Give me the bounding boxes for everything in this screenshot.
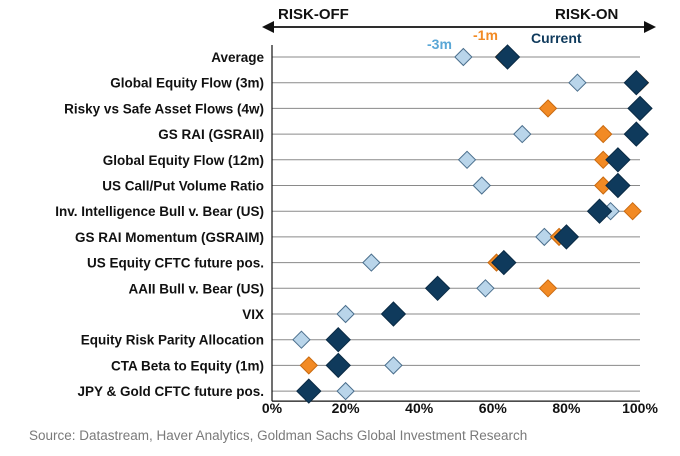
axes [262, 21, 656, 402]
x-tick-labels: 0% 20% 40% 60% 80% 100% [262, 400, 659, 416]
markers [292, 44, 653, 404]
category-label-cta-beta-to-equity-1m: CTA Beta to Equity (1m) [111, 358, 264, 373]
category-label-global-equity-flow-3m: Global Equity Flow (3m) [110, 76, 264, 91]
legend-label-current: Current [531, 30, 582, 46]
x-tick-20: 20% [332, 400, 361, 416]
marker-current-inv-intelligence-bull-v-bear-us [586, 198, 613, 224]
marker-1m-inv-intelligence-bull-v-bear-us [623, 201, 642, 221]
marker-3m-global-equity-flow-12m [457, 150, 477, 170]
marker-3m-vix [336, 304, 355, 324]
category-label-us-equity-cftc-future-pos: US Equity CFTC future pos. [87, 256, 264, 271]
marker-1m-risky-vs-safe-asset-flows-4w [538, 99, 558, 118]
marker-current-vix [380, 301, 407, 327]
marker-current-gs-rai-momentum-gsraim [553, 224, 580, 250]
marker-3m-jpy-gold-cftc-future-pos [336, 381, 355, 401]
marker-current-aaii-bull-v-bear-us [424, 275, 451, 302]
marker-1m-gs-rai-gsraii [593, 124, 613, 144]
legend: -3m -1m Current [427, 27, 582, 52]
marker-3m-equity-risk-parity-allocation [292, 330, 311, 349]
category-label-gs-rai-gsraii: GS RAI (GSRAII) [158, 127, 264, 142]
marker-3m-global-equity-flow-3m [568, 73, 587, 92]
x-tick-100: 100% [622, 400, 658, 416]
category-label-risky-vs-safe-asset-flows-4w: Risky vs Safe Asset Flows (4w) [64, 101, 264, 116]
marker-1m-cta-beta-to-equity-1m [299, 356, 319, 375]
risk-off-arrowhead [262, 21, 274, 33]
marker-current-us-equity-cftc-future-pos [491, 249, 517, 276]
legend-label-3m: -3m [427, 36, 452, 52]
marker-3m-us-equity-cftc-future-pos [362, 253, 381, 272]
x-tick-80: 80% [552, 400, 581, 416]
category-label-global-equity-flow-12m: Global Equity Flow (12m) [103, 153, 264, 168]
category-label-equity-risk-parity-allocation: Equity Risk Parity Allocation [81, 333, 264, 348]
marker-3m-gs-rai-momentum-gsraim [535, 227, 554, 247]
category-label-gs-rai-momentum-gsraim: GS RAI Momentum (GSRAIM) [75, 230, 264, 245]
marker-3m-average [454, 47, 473, 67]
marker-current-gs-rai-gsraii [623, 121, 650, 147]
category-label-inv-intelligence-bull-v-bear-us: Inv. Intelligence Bull v. Bear (US) [55, 204, 264, 219]
marker-current-average [494, 44, 521, 70]
marker-current-global-equity-flow-3m [623, 69, 650, 96]
category-label-us-call-put-volume-ratio: US Call/Put Volume Ratio [102, 179, 264, 194]
category-labels: Average Global Equity Flow (3m) Risky vs S… [55, 50, 264, 399]
marker-3m-cta-beta-to-equity-1m [384, 356, 403, 375]
source-note: Source: Datastream, Haver Analytics, Gol… [29, 428, 528, 443]
category-label-vix: VIX [242, 307, 264, 322]
category-label-aaii-bull-v-bear-us: AAII Bull v. Bear (US) [128, 281, 264, 296]
x-tick-40: 40% [405, 400, 434, 416]
marker-current-risky-vs-safe-asset-flows-4w [627, 95, 653, 122]
x-tick-60: 60% [479, 400, 508, 416]
marker-current-global-equity-flow-12m [605, 147, 631, 173]
risk-header: RISK-OFF RISK-ON [278, 6, 618, 23]
risk-off-label: RISK-OFF [278, 6, 349, 23]
marker-current-jpy-gold-cftc-future-pos [296, 378, 322, 404]
marker-3m-us-call-put-volume-ratio [472, 176, 491, 195]
marker-current-equity-risk-parity-allocation [325, 326, 351, 353]
x-tick-0: 0% [262, 400, 283, 416]
category-label-average: Average [211, 50, 264, 65]
category-label-jpy-gold-cftc-future-pos: JPY & Gold CFTC future pos. [77, 384, 264, 399]
marker-1m-aaii-bull-v-bear-us [538, 279, 558, 298]
risk-on-arrowhead [644, 21, 656, 33]
legend-label-1m: -1m [473, 27, 498, 43]
chart: Average Global Equity Flow (3m) Risky vs S… [55, 6, 659, 416]
marker-3m-gs-rai-gsraii [513, 124, 532, 144]
marker-current-cta-beta-to-equity-1m [325, 352, 351, 379]
risk-on-label: RISK-ON [555, 6, 618, 23]
marker-3m-aaii-bull-v-bear-us [476, 279, 495, 298]
marker-current-us-call-put-volume-ratio [605, 172, 631, 199]
